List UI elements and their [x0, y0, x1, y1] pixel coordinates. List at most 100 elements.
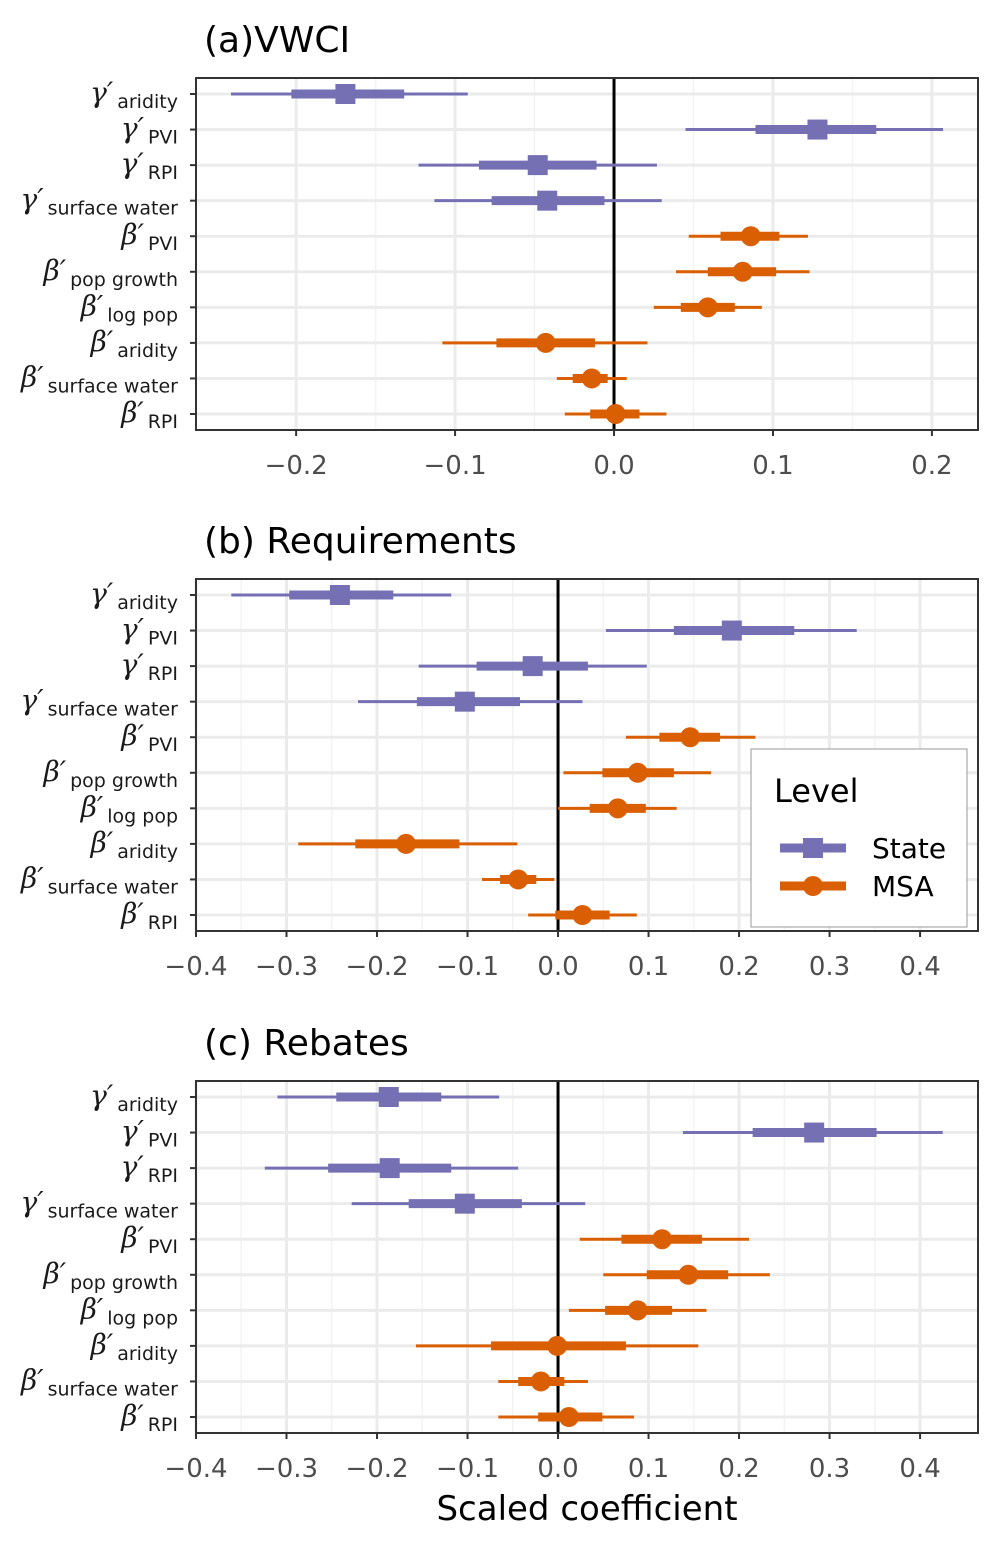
point-estimate-square — [804, 1122, 825, 1143]
coef-subscript: pop growth — [70, 1272, 178, 1294]
y-tick-label: β′ PVI — [120, 719, 178, 756]
x-tick-label: 0.3 — [809, 952, 850, 982]
x-tick-label: −0.3 — [255, 1454, 318, 1484]
x-tick-label: −0.1 — [436, 1454, 499, 1484]
legend-key-circle — [803, 876, 823, 896]
coef-symbol: β′ — [90, 325, 114, 358]
coef-subscript: aridity — [117, 1343, 178, 1365]
coef-subscript: RPI — [148, 663, 178, 685]
point-estimate-square — [379, 1158, 400, 1179]
panel-border — [195, 1080, 979, 1434]
coef-symbol: γ′ — [121, 1115, 145, 1148]
coef-symbol: γ′ — [121, 147, 145, 180]
point-estimate-circle — [627, 762, 648, 783]
coef-subscript: pop growth — [70, 269, 178, 291]
x-tick-label: 0.3 — [809, 1454, 850, 1484]
coef-subscript: pop growth — [70, 770, 178, 792]
coef-subscript: surface water — [48, 375, 179, 397]
y-tick-label: β′ log pop — [80, 790, 178, 827]
x-tick-label: 0.2 — [718, 952, 759, 982]
x-tick-label: −0.1 — [436, 952, 499, 982]
coef-symbol: β′ — [90, 826, 114, 859]
point-estimate-circle — [732, 261, 753, 282]
coef-subscript: surface water — [48, 1378, 179, 1400]
point-estimate-circle — [605, 404, 626, 424]
y-tick-label: β′ RPI — [120, 897, 178, 934]
point-estimate-circle — [547, 1335, 568, 1356]
coef-symbol: β′ — [43, 254, 67, 287]
x-tick-label: −0.2 — [345, 1454, 408, 1484]
coef-symbol: β′ — [20, 1363, 44, 1396]
x-tick-label: 0.1 — [628, 952, 669, 982]
coef-subscript: PVI — [148, 127, 178, 149]
coef-subscript: RPI — [148, 162, 178, 184]
y-tick-label: β′ RPI — [120, 1399, 178, 1436]
y-tick-label: γ′ aridity — [90, 577, 178, 614]
y-tick-label: β′ aridity — [90, 325, 178, 362]
coef-subscript: surface water — [48, 198, 179, 220]
legend-title: Level — [774, 772, 858, 810]
x-tick-label: −0.2 — [265, 451, 328, 481]
y-tick-label: β′ RPI — [120, 396, 178, 433]
coef-subscript: log pop — [107, 304, 178, 326]
x-tick-label: −0.4 — [164, 1454, 227, 1484]
y-tick-label: β′ surface water — [20, 861, 178, 898]
x-tick-label: 0.0 — [593, 451, 634, 481]
coef-subscript: aridity — [117, 91, 178, 113]
legend-item-label: MSA — [872, 870, 934, 903]
y-tick-label: γ′ PVI — [121, 1115, 178, 1152]
panel-title: (a)VWCI — [204, 20, 350, 61]
y-tick-label: γ′ RPI — [121, 147, 178, 184]
x-tick-label: −0.4 — [164, 952, 227, 982]
point-estimate-circle — [680, 727, 701, 748]
point-estimate-square — [454, 691, 475, 712]
coef-subscript: log pop — [107, 1307, 178, 1329]
coef-symbol: β′ — [20, 360, 44, 393]
point-estimate-square — [454, 1193, 475, 1214]
point-estimate-circle — [558, 1407, 579, 1427]
x-tick-label: 0.0 — [537, 952, 578, 982]
coef-symbol: γ′ — [90, 1079, 114, 1112]
panel-title: (c) Rebates — [204, 1023, 409, 1064]
y-tick-label: γ′ RPI — [121, 1150, 178, 1187]
coef-subscript: PVI — [148, 628, 178, 650]
x-tick-label: 0.1 — [752, 451, 793, 481]
coef-subscript: RPI — [148, 1414, 178, 1436]
coef-symbol: β′ — [80, 790, 104, 823]
coef-symbol: γ′ — [121, 648, 145, 681]
point-estimate-circle — [697, 297, 718, 318]
coef-symbol: γ′ — [121, 613, 145, 646]
coef-symbol: β′ — [120, 396, 144, 429]
panel-2: (c) Rebates −0.4 −0.3 −0.2 −0.1 0.0 0.1 0.2 0.3 0… — [20, 1023, 979, 1529]
point-estimate-square — [378, 1087, 399, 1107]
point-estimate-square — [537, 190, 558, 211]
point-estimate-square — [807, 119, 828, 140]
y-tick-label: β′ PVI — [120, 1221, 178, 1258]
point-estimate-circle — [678, 1264, 699, 1285]
point-estimate-circle — [572, 905, 593, 925]
x-axis-title: Scaled coefficient — [436, 1489, 737, 1529]
point-estimate-circle — [607, 798, 628, 819]
y-tick-label: γ′ surface water — [21, 684, 179, 721]
y-tick-label: β′ log pop — [80, 1292, 178, 1329]
x-tick-label: 0.0 — [537, 1454, 578, 1484]
coef-symbol: β′ — [20, 861, 44, 894]
y-tick-label: γ′ PVI — [121, 112, 178, 149]
y-tick-label: β′ PVI — [120, 218, 178, 255]
coef-symbol: γ′ — [121, 112, 145, 145]
coef-symbol: γ′ — [90, 76, 114, 109]
x-tick-label: −0.2 — [345, 952, 408, 982]
panel-title: (b) Requirements — [204, 521, 517, 562]
x-tick-label: 0.2 — [718, 1454, 759, 1484]
x-tick-label: 0.1 — [628, 1454, 669, 1484]
coef-symbol: β′ — [80, 1292, 104, 1325]
point-estimate-circle — [530, 1371, 551, 1392]
y-tick-label: β′ log pop — [80, 289, 178, 326]
y-tick-label: β′ pop growth — [43, 1257, 178, 1294]
point-estimate-circle — [627, 1300, 648, 1321]
coef-subscript: PVI — [148, 734, 178, 756]
y-tick-label: β′ surface water — [20, 1363, 178, 1400]
x-tick-label: −0.3 — [255, 952, 318, 982]
